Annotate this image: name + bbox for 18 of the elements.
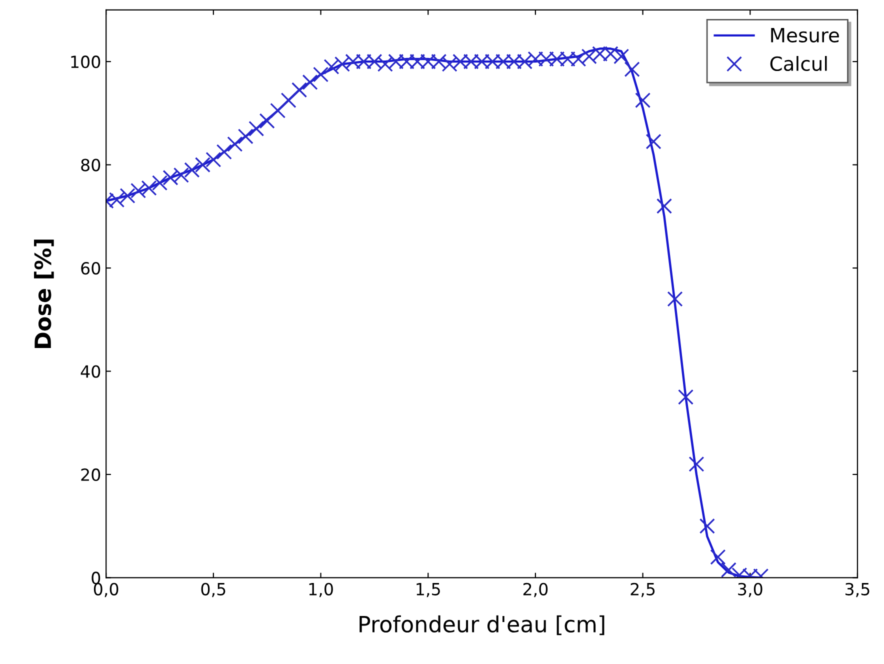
legend-label: Calcul [770, 56, 827, 72]
y-tick-label: 80 [81, 158, 100, 172]
x-tick-label: 0,5 [201, 582, 226, 598]
y-tick-label: 100 [71, 56, 100, 68]
x-axis-title: Profondeur d'eau [cm] [360, 615, 604, 636]
y-tick-label: 60 [81, 262, 100, 275]
x-tick-label: 1,5 [416, 583, 440, 598]
y-tick-label: 20 [81, 468, 100, 482]
y-tick-label: 40 [80, 365, 100, 378]
legend-label: Mesure [771, 28, 839, 43]
x-tick-label: 3,0 [738, 582, 762, 598]
x-tick-label: 3,5 [846, 582, 870, 598]
x-tick-label: 2,0 [523, 582, 548, 598]
y-axis-title: Dose [%] [34, 240, 54, 348]
x-tick-label: 2,5 [630, 582, 655, 598]
x-tick-label: 1,0 [309, 582, 333, 598]
x-tick-label: 0,0 [94, 582, 118, 598]
y-tick-label: 0 [92, 572, 100, 584]
